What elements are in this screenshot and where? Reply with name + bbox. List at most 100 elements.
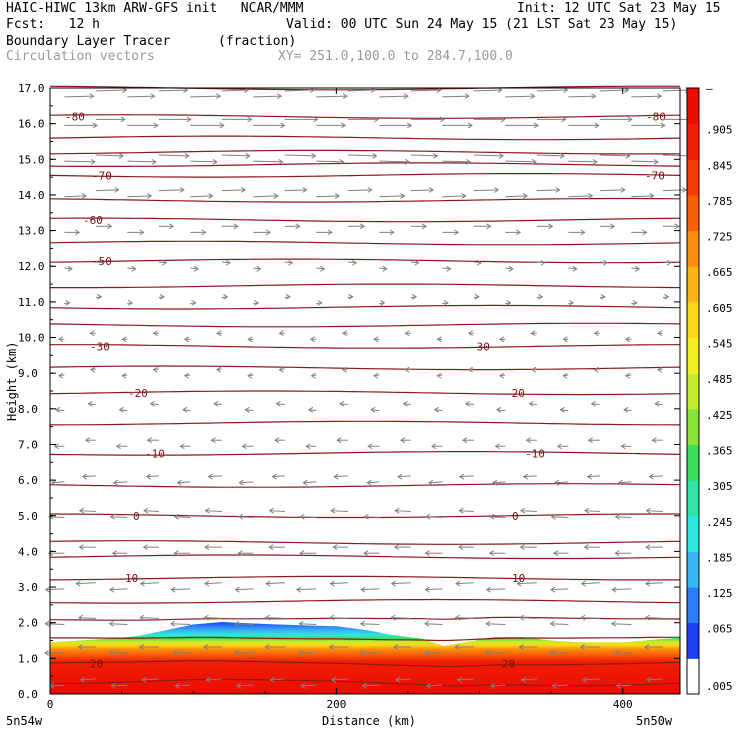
wind-vector-head (367, 186, 373, 193)
wind-vector-head (559, 406, 565, 413)
wind-vector-head (87, 400, 93, 407)
wind-vector (177, 481, 191, 484)
wind-vector (662, 189, 687, 192)
wind-vector-head (278, 366, 284, 373)
wind-vector-head (516, 580, 522, 587)
wind-vector (330, 582, 348, 585)
wind-vector (190, 267, 199, 270)
wind-vector (581, 617, 600, 619)
wind-vector-head (600, 293, 606, 300)
wind-vector-head (428, 186, 435, 193)
wind-vector-head (201, 229, 207, 236)
wind-vector-head (173, 550, 179, 557)
wind-vector-head (191, 299, 197, 306)
temperature-contour-line (49, 598, 681, 604)
contour-label: -70 (92, 169, 112, 182)
wind-vector (581, 582, 600, 585)
wind-vector-head (580, 229, 586, 236)
wind-vector-head (518, 614, 525, 621)
colorbar-segment (687, 301, 699, 339)
wind-vector-head (90, 158, 96, 165)
header-init-time: Init: 12 UTC Sat 23 May 15 (517, 1, 721, 16)
wind-vector (649, 475, 663, 478)
wind-vector (367, 481, 380, 484)
contour-label: -20 (505, 387, 525, 400)
wind-vector-head (424, 550, 430, 557)
wind-vector (647, 678, 663, 681)
wind-vector-head (268, 507, 274, 514)
wind-vector-head (519, 544, 525, 551)
y-tick-label: 11.0 (18, 296, 45, 309)
wind-vector-head (336, 437, 342, 444)
wind-vector (146, 475, 159, 478)
colorbar-label: .185 (706, 551, 733, 564)
colorbar-segment (687, 159, 699, 196)
y-axis-label: Height (km) (5, 342, 19, 421)
wind-vector (266, 582, 285, 585)
temperature-contour-line (50, 344, 680, 349)
contour-label: -80 (65, 111, 85, 124)
wind-vector (662, 89, 690, 92)
wind-vector (49, 516, 65, 519)
wind-vector (299, 623, 317, 625)
wind-vector (316, 267, 325, 270)
wind-vector-head (657, 93, 663, 100)
wind-vector-head (278, 330, 284, 337)
wind-vector (109, 623, 128, 625)
y-tick-label: 7.0 (18, 438, 38, 451)
wind-vector-head (458, 473, 465, 480)
wind-vector (270, 678, 285, 681)
wind-vector (662, 154, 691, 157)
contour-label: -10 (145, 447, 165, 460)
wind-vector-head (531, 158, 537, 165)
wind-vector-head (399, 437, 406, 444)
wind-vector (64, 267, 72, 270)
wind-vector (331, 510, 348, 512)
wind-vector (183, 409, 191, 412)
wind-vector-head (115, 443, 121, 450)
wind-vector (536, 261, 545, 264)
wind-vector-head (107, 223, 113, 230)
wind-vector (127, 95, 155, 98)
wind-vector-head (642, 229, 648, 236)
wind-vector-head (656, 366, 663, 373)
wind-vector-head (90, 366, 96, 373)
wind-vector-head (522, 473, 529, 480)
wind-vector-head (411, 293, 418, 300)
wind-vector-head (351, 259, 358, 266)
wind-vector-head (632, 299, 638, 306)
wind-vector-head (74, 229, 81, 236)
wind-vector-head (182, 406, 188, 413)
wind-vector (364, 516, 380, 519)
wind-vector-head (551, 682, 557, 689)
wind-vector-head (549, 650, 555, 656)
wind-vector (119, 409, 128, 412)
wind-vector-head (461, 437, 468, 444)
wind-vector (253, 195, 278, 198)
wind-vector (235, 623, 254, 625)
temperature-contour-line (49, 678, 681, 687)
wind-vector (316, 95, 347, 98)
wind-vector-head (271, 473, 277, 480)
wind-vector (465, 403, 474, 406)
wind-vector (45, 588, 65, 591)
field-units-tracer: (fraction) (218, 34, 297, 49)
wind-vector (362, 684, 380, 687)
wind-vector-head (65, 299, 71, 306)
wind-vector-head (533, 122, 539, 129)
wind-vector (599, 89, 629, 92)
wind-vector (301, 684, 317, 687)
wind-vector-head (150, 93, 156, 100)
wind-vector-head (476, 259, 482, 266)
wind-vector-head (334, 192, 341, 199)
wind-vector-head (183, 372, 190, 379)
wind-vector-head (204, 544, 210, 551)
wind-vector-head (236, 682, 242, 689)
y-tick-label: 6.0 (18, 474, 38, 487)
wind-vector-head (207, 473, 213, 480)
wind-vector (158, 189, 184, 192)
wind-vector-head (624, 372, 631, 379)
wind-vector-head (405, 158, 411, 165)
wind-vector-head (78, 507, 85, 514)
wind-vector-head (204, 507, 210, 514)
